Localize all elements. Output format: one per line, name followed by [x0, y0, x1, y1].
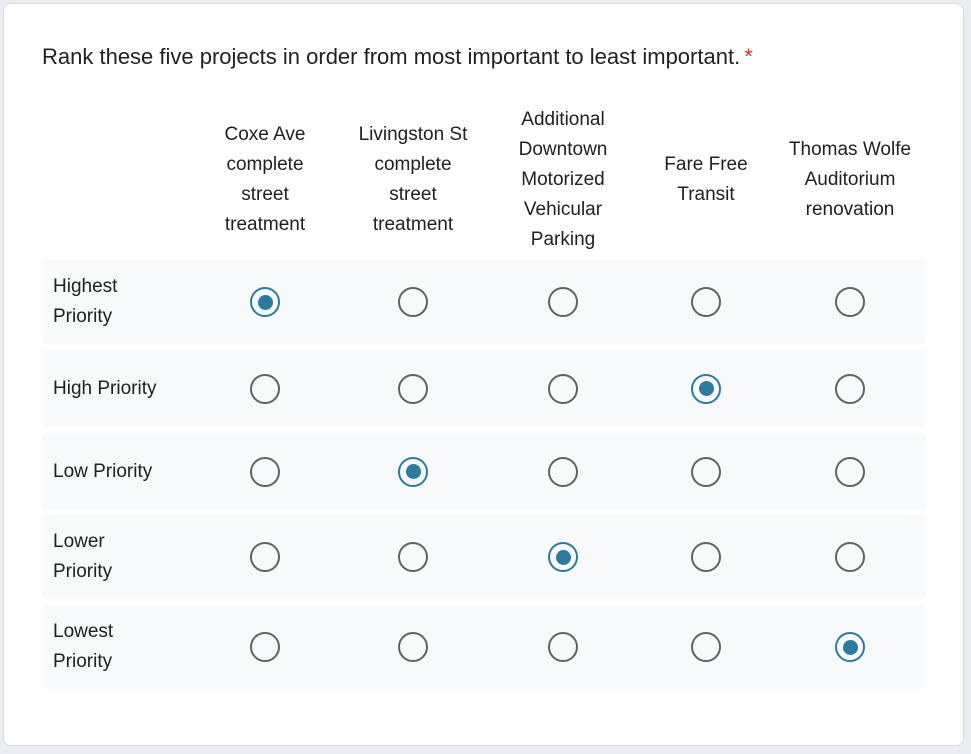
column-header-1: Coxe Ave complete street treatment — [205, 101, 325, 259]
label-line: Vehicular — [523, 199, 603, 220]
radio-button-selected[interactable] — [398, 456, 428, 487]
required-asterisk: * — [744, 44, 753, 69]
label-line: complete — [374, 154, 452, 175]
radio-button[interactable] — [398, 287, 428, 317]
label-line: Priority — [53, 561, 113, 582]
radio-button-selected[interactable] — [835, 632, 865, 662]
label-line: Lower — [53, 531, 105, 552]
grid-row: Lower Priority — [42, 515, 926, 599]
row-label: Lower Priority — [53, 515, 193, 599]
radio-button[interactable] — [548, 456, 578, 487]
column-header-4: Fare Free Transit — [646, 101, 766, 259]
radio-button[interactable] — [398, 542, 428, 572]
grid-row: Lowest Priority — [42, 605, 926, 689]
label-line: complete — [226, 154, 304, 175]
radio-button[interactable] — [691, 287, 721, 317]
grid-row: High Priority — [42, 350, 926, 427]
radio-button[interactable] — [835, 373, 865, 404]
label-line: Low Priority — [53, 460, 153, 482]
label-line: Motorized — [521, 169, 605, 190]
label-line: Transit — [677, 184, 735, 205]
row-label: High Priority — [53, 350, 193, 427]
radio-button[interactable] — [691, 632, 721, 662]
question-card: Rank these five projects in order from m… — [3, 3, 964, 746]
label-line: Coxe Ave — [224, 124, 306, 145]
label-line: treatment — [372, 214, 454, 235]
column-header-3: Additional Downtown Motorized Vehicular Park… — [503, 101, 623, 259]
radio-button[interactable] — [548, 632, 578, 662]
row-label: Lowest Priority — [53, 605, 193, 689]
label-line: Additional — [521, 109, 605, 130]
label-line: High Priority — [53, 377, 157, 399]
grid-row: Low Priority — [42, 433, 926, 510]
radio-button[interactable] — [250, 373, 280, 404]
radio-button[interactable] — [250, 542, 280, 572]
radio-button[interactable] — [835, 287, 865, 317]
label-line: Livingston St — [358, 124, 468, 145]
label-line: Fare Free — [664, 154, 748, 175]
label-line: street — [241, 184, 289, 205]
radio-button[interactable] — [548, 287, 578, 317]
label-line: Priority — [53, 651, 113, 672]
label-line: Priority — [53, 306, 113, 327]
radio-button[interactable] — [398, 632, 428, 662]
label-line: renovation — [805, 199, 895, 220]
radio-button[interactable] — [691, 456, 721, 487]
column-header-5: Thomas Wolfe Auditorium renovation — [775, 101, 925, 259]
label-line: Auditorium — [804, 169, 896, 190]
grid-row: Highest Priority — [42, 260, 926, 344]
radio-button[interactable] — [835, 542, 865, 572]
row-label: Low Priority — [53, 433, 193, 510]
label-line: Thomas Wolfe — [788, 139, 912, 160]
label-line: Lowest — [53, 621, 114, 642]
radio-button-selected[interactable] — [548, 542, 578, 572]
radio-button[interactable] — [548, 373, 578, 404]
label-line: treatment — [224, 214, 306, 235]
row-label: Highest Priority — [53, 260, 193, 344]
label-line: Downtown — [518, 139, 608, 160]
radio-button[interactable] — [398, 373, 428, 404]
radio-button-selected[interactable] — [691, 373, 721, 404]
radio-button[interactable] — [250, 632, 280, 662]
radio-button[interactable] — [691, 542, 721, 572]
label-line: street — [389, 184, 437, 205]
radio-button[interactable] — [250, 456, 280, 487]
label-line: Parking — [530, 229, 596, 250]
column-header-2: Livingston St complete street treatment — [343, 101, 483, 259]
radio-button[interactable] — [835, 456, 865, 487]
radio-button-selected[interactable] — [250, 287, 280, 317]
question-text: Rank these five projects in order from m… — [42, 44, 741, 69]
question-title: Rank these five projects in order from m… — [42, 44, 753, 70]
label-line: Highest — [53, 276, 118, 297]
